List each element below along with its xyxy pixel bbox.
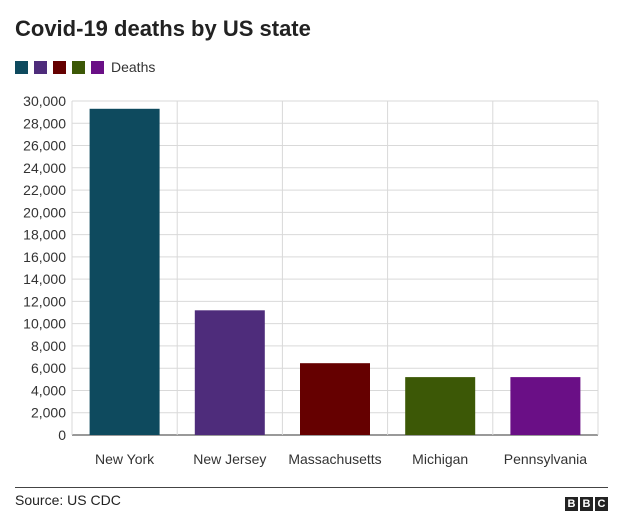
legend-label: Deaths (111, 59, 156, 75)
legend-swatch (53, 60, 66, 74)
x-tick-label: Massachusetts (288, 451, 381, 467)
legend-swatch (34, 60, 47, 74)
logo-letter: B (565, 497, 578, 511)
bar (510, 377, 581, 435)
x-tick-label: New Jersey (193, 451, 266, 467)
logo-letter: B (580, 497, 593, 511)
y-tick-label: 4,000 (31, 382, 66, 398)
legend-swatch (91, 60, 104, 74)
x-tick-label: Pennsylvania (504, 451, 587, 467)
y-tick-label: 6,000 (31, 360, 66, 376)
y-tick-label: 8,000 (31, 338, 66, 354)
y-tick-label: 20,000 (23, 204, 66, 220)
x-tick-label: Michigan (412, 451, 468, 467)
bar (405, 377, 476, 435)
bbc-logo: B B C (565, 497, 608, 511)
y-tick-label: 12,000 (23, 293, 66, 309)
y-tick-label: 10,000 (23, 316, 66, 332)
logo-letter: C (595, 497, 608, 511)
bar (300, 363, 370, 435)
bar-chart: 0 2,000 4,000 6,000 8,000 10,000 12,000 14,000 1… (23, 93, 599, 467)
y-tick-label: 14,000 (23, 271, 66, 287)
source-note: Source: US CDC (15, 492, 121, 508)
legend-swatch (72, 60, 85, 74)
y-tick-label: 30,000 (23, 93, 66, 109)
x-tick-label: New York (95, 451, 155, 467)
axis-labels: 0 2,000 4,000 6,000 8,000 10,000 12,000 14,000 1… (23, 93, 587, 467)
bar (194, 310, 265, 435)
y-tick-label: 22,000 (23, 182, 66, 198)
chart-title: Covid-19 deaths by US state (15, 16, 311, 41)
bar (89, 108, 160, 435)
y-tick-label: 0 (58, 427, 66, 443)
y-tick-label: 2,000 (31, 405, 66, 421)
bars (89, 108, 581, 435)
legend: Deaths (15, 59, 155, 75)
y-tick-label: 18,000 (23, 227, 66, 243)
y-tick-label: 24,000 (23, 160, 66, 176)
y-tick-label: 28,000 (23, 115, 66, 131)
y-tick-label: 16,000 (23, 249, 66, 265)
y-tick-label: 26,000 (23, 138, 66, 154)
legend-swatch (15, 60, 28, 74)
gridlines (71, 100, 599, 436)
footer-divider (15, 487, 608, 488)
